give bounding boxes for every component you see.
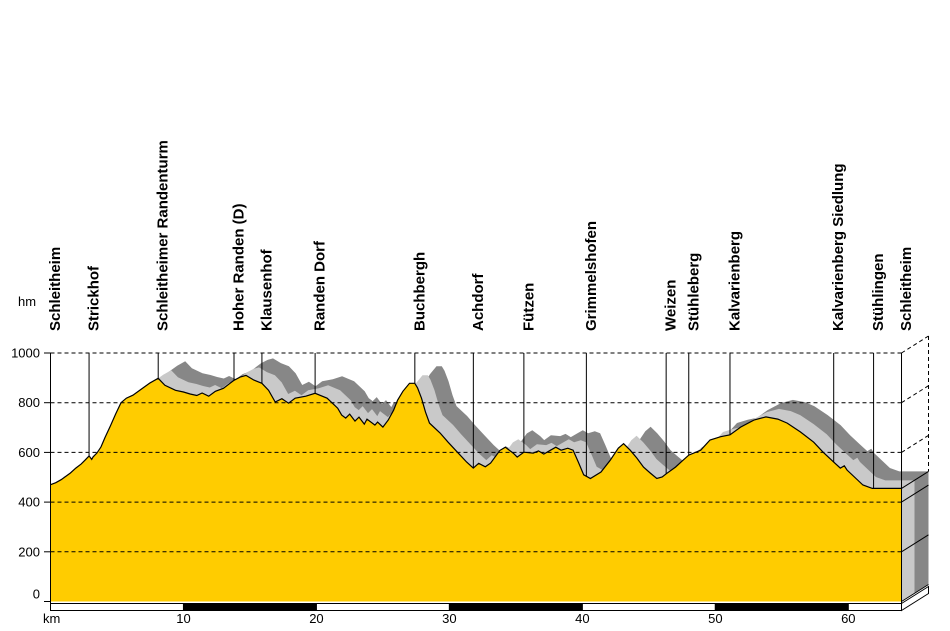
depth-gridline-edge — [901, 534, 929, 553]
y-axis-unit-label: hm — [18, 294, 36, 309]
waypoint-label-2: Schleitheimer Randenturm — [155, 140, 172, 331]
y-tick-label: 0 — [33, 587, 40, 602]
waypoint-label-11: Stühleberg — [685, 253, 702, 331]
distance-bar-segment — [315, 603, 450, 611]
y-tick-label: 200 — [18, 544, 40, 559]
x-tick-label: 50 — [708, 611, 722, 626]
y-tick-label: 800 — [18, 395, 40, 410]
x-tick-label: 10 — [176, 611, 190, 626]
waypoint-label-13: Kalvarienberg Siedlung — [830, 163, 847, 331]
right-3d-edges — [901, 335, 930, 602]
axis-frame — [50, 353, 903, 604]
x-axis: 10 20 30 40 50 60 km — [43, 585, 930, 626]
waypoint-label-4: Klausenhof — [258, 248, 275, 331]
y-axis: 0 200 400 600 800 1000 hm — [11, 294, 51, 602]
x-axis-unit-label: km — [43, 611, 60, 626]
waypoint-markers: Schleitheim Strickhof Schleitheimer Randen… — [47, 140, 915, 489]
waypoint-label-5: Randen Dorf — [312, 240, 329, 331]
depth-gridline-edge — [901, 434, 929, 453]
x-tick-label: 60 — [841, 611, 855, 626]
waypoint-label-14: Stühlingen — [870, 254, 887, 332]
waypoint-label-8: Fützen — [520, 283, 537, 331]
distance-bar-segment — [448, 603, 583, 611]
end-cap-bottom-edge — [901, 584, 929, 602]
x-tick-label: 30 — [442, 611, 456, 626]
y-tick-label: 400 — [18, 495, 40, 510]
waypoint-label-12: Kalvarienberg — [727, 231, 744, 331]
waypoint-label-15: Schleitheim — [898, 247, 915, 331]
distance-bar-segment — [50, 603, 184, 611]
waypoint-label-7: Achdorf — [470, 273, 487, 332]
distance-bar-3d-end — [901, 585, 930, 612]
waypoint-label-3: Hoher Randen (D) — [231, 203, 248, 331]
waypoint-label-6: Buchbergh — [411, 252, 428, 331]
distance-bar-segment — [847, 603, 903, 611]
profile-area — [50, 375, 902, 602]
depth-gridline-edge — [901, 385, 929, 404]
waypoint-label-9: Grimmelshofen — [583, 221, 600, 331]
waypoint-label-0: Schleitheim — [47, 247, 64, 331]
depth-gridline-edge — [901, 484, 929, 503]
x-tick-label: 20 — [309, 611, 323, 626]
y-tick-label: 600 — [18, 445, 40, 460]
depth-gridline-edge — [901, 335, 929, 354]
waypoint-label-1: Strickhof — [86, 265, 103, 331]
x-tick-label: 40 — [575, 611, 589, 626]
waypoint-label-10: Weizen — [663, 280, 680, 331]
y-tick-label: 1000 — [11, 346, 40, 361]
y-gridlines — [50, 352, 902, 553]
distance-bar-segment — [714, 603, 849, 611]
distance-bar-segment — [182, 603, 317, 611]
distance-bar-segment — [581, 603, 716, 611]
end-cap-top-edge — [901, 471, 929, 489]
